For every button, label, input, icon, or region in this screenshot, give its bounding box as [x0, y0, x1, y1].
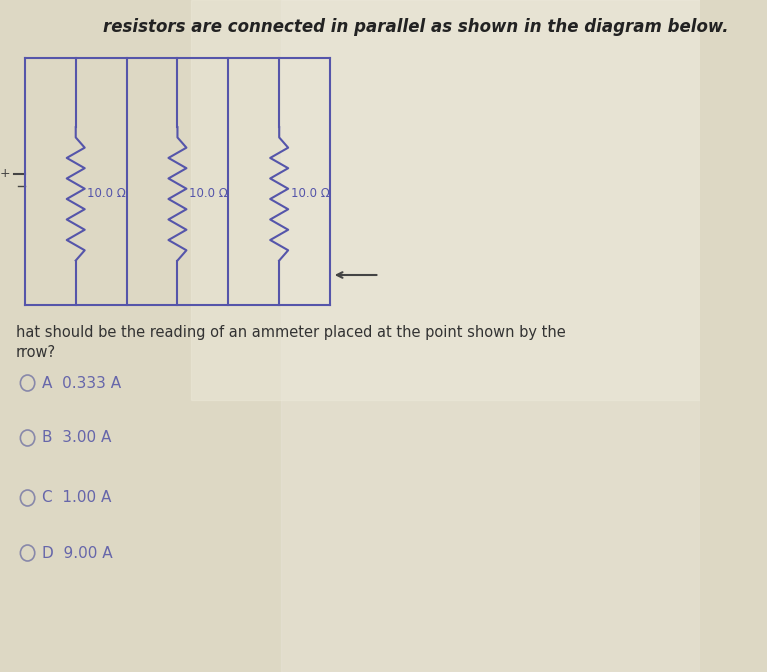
Text: C  1.00 A: C 1.00 A: [42, 491, 111, 505]
Bar: [281, 0, 700, 672]
Text: B  3.00 A: B 3.00 A: [42, 431, 111, 446]
Text: A  0.333 A: A 0.333 A: [42, 376, 121, 390]
Text: 10.0 Ω: 10.0 Ω: [87, 187, 127, 200]
Text: +: +: [0, 167, 11, 180]
Text: hat should be the reading of an ammeter placed at the point shown by the: hat should be the reading of an ammeter …: [16, 325, 565, 340]
Text: 10.0 Ω: 10.0 Ω: [189, 187, 228, 200]
Text: 10.0 Ω: 10.0 Ω: [291, 187, 330, 200]
Text: D  9.00 A: D 9.00 A: [42, 546, 113, 560]
Bar: [191, 0, 700, 400]
Text: rrow?: rrow?: [16, 345, 56, 360]
Text: resistors are connected in parallel as shown in the diagram below.: resistors are connected in parallel as s…: [103, 18, 728, 36]
